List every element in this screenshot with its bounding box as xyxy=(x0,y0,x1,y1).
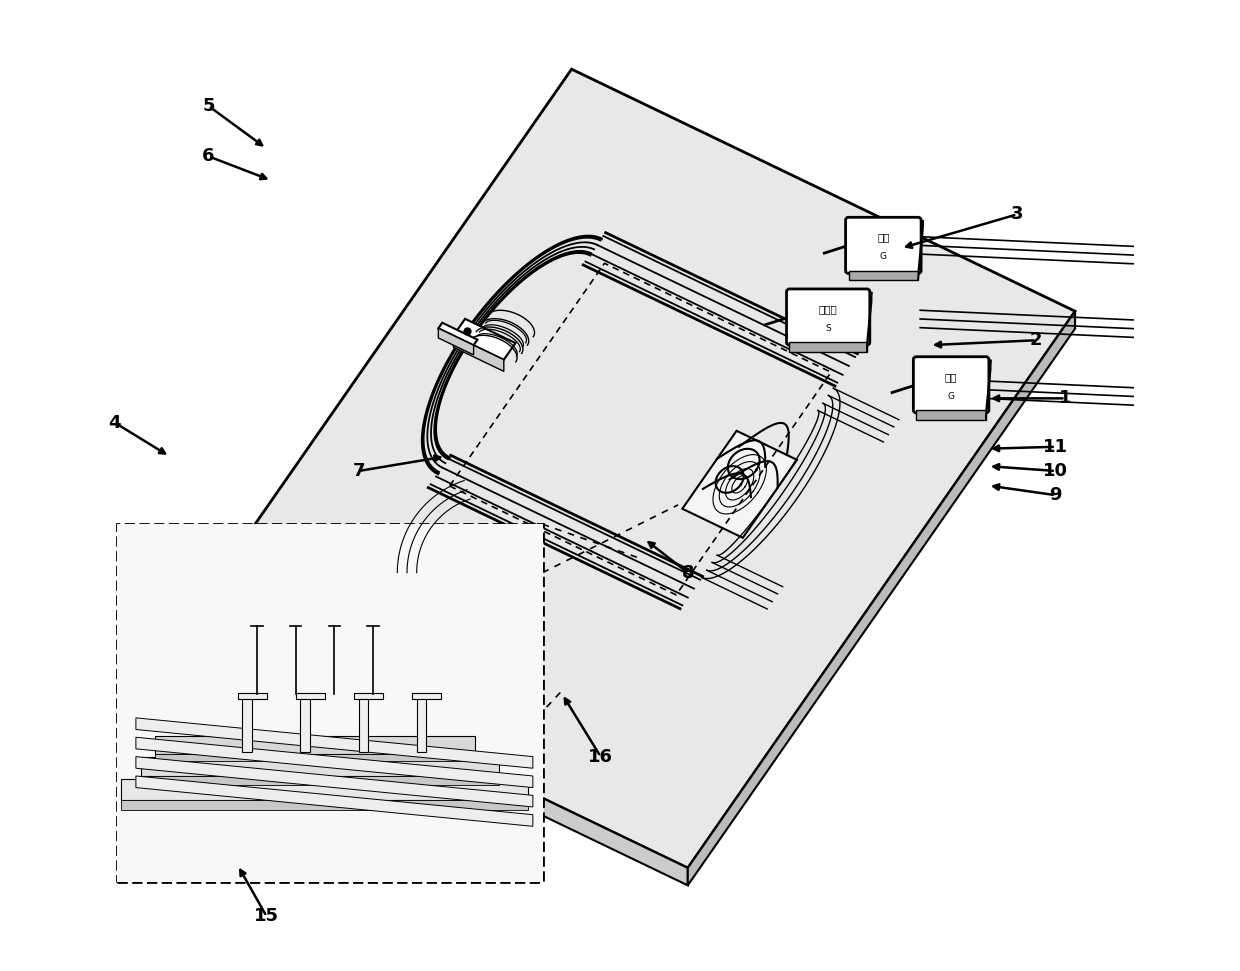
Text: 9: 9 xyxy=(1049,486,1061,504)
Text: 2: 2 xyxy=(1030,331,1043,350)
Text: 6: 6 xyxy=(202,148,215,165)
FancyBboxPatch shape xyxy=(914,356,988,413)
Bar xyxy=(117,524,543,883)
Bar xyxy=(412,692,441,698)
Bar xyxy=(117,524,543,883)
Bar xyxy=(238,692,267,698)
Polygon shape xyxy=(688,312,1075,886)
Text: 地极: 地极 xyxy=(945,372,957,382)
Polygon shape xyxy=(136,737,533,787)
Polygon shape xyxy=(682,431,797,538)
Text: 5: 5 xyxy=(202,97,215,115)
Bar xyxy=(417,698,427,752)
Polygon shape xyxy=(122,800,528,810)
Bar xyxy=(300,698,310,752)
Text: 10: 10 xyxy=(1043,462,1068,480)
FancyBboxPatch shape xyxy=(786,289,869,345)
Polygon shape xyxy=(185,626,688,886)
Text: 1: 1 xyxy=(1059,389,1071,408)
Bar xyxy=(140,756,498,776)
Text: 信号极: 信号极 xyxy=(818,304,837,315)
Text: 7: 7 xyxy=(352,462,365,480)
Polygon shape xyxy=(136,776,533,826)
Polygon shape xyxy=(918,220,923,281)
Bar xyxy=(242,698,252,752)
Polygon shape xyxy=(136,718,533,768)
Polygon shape xyxy=(439,322,477,346)
Polygon shape xyxy=(867,292,872,352)
Polygon shape xyxy=(439,328,474,355)
Bar xyxy=(295,692,325,698)
Polygon shape xyxy=(185,69,1075,868)
Text: 3: 3 xyxy=(1011,206,1023,223)
Polygon shape xyxy=(454,318,516,359)
Bar xyxy=(155,736,475,753)
Polygon shape xyxy=(986,359,991,419)
Text: G: G xyxy=(947,392,955,401)
Text: 11: 11 xyxy=(1043,438,1068,455)
Polygon shape xyxy=(848,271,918,281)
Polygon shape xyxy=(155,753,475,761)
Bar xyxy=(353,692,383,698)
Polygon shape xyxy=(140,776,498,785)
Text: 16: 16 xyxy=(588,748,613,765)
Polygon shape xyxy=(790,342,867,352)
Text: S: S xyxy=(826,324,831,333)
Text: 4: 4 xyxy=(108,414,120,431)
Polygon shape xyxy=(454,336,503,371)
Text: 8: 8 xyxy=(682,563,694,582)
Text: G: G xyxy=(880,252,887,261)
FancyBboxPatch shape xyxy=(846,218,921,274)
Bar xyxy=(358,698,368,752)
Polygon shape xyxy=(916,410,986,419)
Text: 地极: 地极 xyxy=(877,233,889,243)
Polygon shape xyxy=(136,756,533,807)
Bar xyxy=(122,779,528,800)
Text: 15: 15 xyxy=(254,907,279,925)
